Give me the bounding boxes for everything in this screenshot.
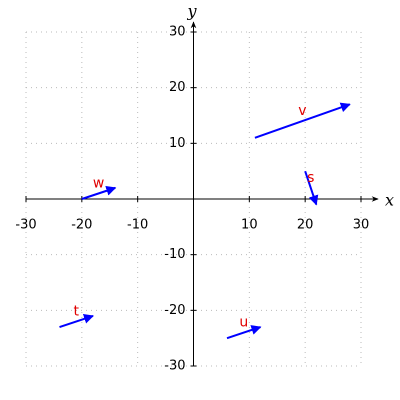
x-tick-label: 20 [297,218,314,233]
y-tick-label: -20 [164,303,185,318]
vector-arrow [254,102,351,139]
x-tick-label: 10 [241,218,258,233]
x-tick-label: -20 [71,218,92,233]
y-tick-label: 10 [169,136,186,151]
vector-label: s [307,170,314,186]
y-tick-label: 20 [169,80,186,95]
x-axis-label: x [385,191,394,210]
vector-arrow [59,313,94,328]
vector-arrow [226,325,262,340]
vector-label: w [93,175,104,191]
x-tick-label: 30 [353,218,370,233]
y-tick-label: -10 [164,247,185,262]
x-tick-label: -10 [127,218,148,233]
vector-label: u [239,315,248,331]
vector-arrow [81,185,117,200]
y-tick-label: -30 [164,359,185,374]
y-tick-label: 30 [169,25,186,40]
vector-arrow [304,170,319,206]
vector-label: v [298,103,306,119]
x-tick-label: -30 [15,218,36,233]
y-axis-label: y [186,2,197,21]
vector-label: t [74,303,80,319]
